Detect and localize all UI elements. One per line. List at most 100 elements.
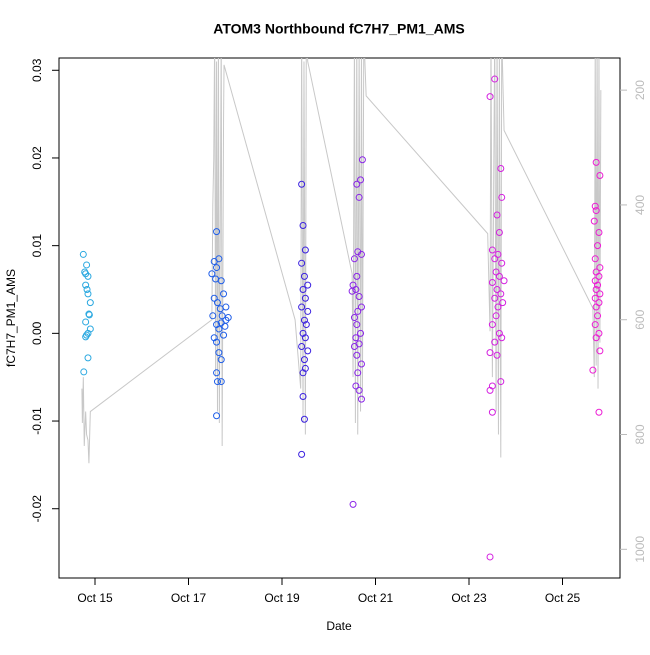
point: [494, 303, 502, 311]
point: [591, 321, 599, 329]
point: [83, 331, 91, 339]
point: [491, 75, 499, 83]
point: [358, 156, 366, 164]
point: [353, 180, 361, 188]
point: [357, 303, 365, 311]
point: [497, 290, 505, 298]
point: [213, 378, 221, 386]
point: [595, 329, 603, 337]
point: [355, 386, 363, 394]
point: [590, 217, 598, 225]
point: [81, 268, 89, 276]
point: [357, 395, 365, 403]
point: [491, 338, 499, 346]
point: [595, 408, 603, 416]
point: [301, 246, 309, 254]
point: [301, 334, 309, 342]
point: [217, 319, 225, 327]
point: [213, 264, 221, 272]
point: [591, 294, 599, 302]
point: [301, 364, 309, 372]
point: [492, 268, 500, 276]
point: [298, 180, 306, 188]
point: [353, 351, 361, 359]
point: [589, 366, 597, 374]
y2-tick-label: 600: [633, 309, 647, 329]
point: [492, 312, 500, 320]
point: [213, 369, 221, 377]
point: [213, 228, 221, 236]
point: [298, 259, 306, 267]
point: [591, 202, 599, 210]
point: [300, 272, 308, 280]
point: [596, 264, 604, 272]
y2-tick-label: 400: [633, 195, 647, 215]
point: [486, 386, 494, 394]
chart-title: ATOM3 Northbound fC7H7_PM1_AMS: [213, 21, 465, 37]
point: [217, 277, 225, 285]
point: [349, 500, 357, 508]
point: [350, 342, 358, 350]
point: [486, 553, 494, 561]
point: [591, 255, 599, 263]
point: [352, 334, 360, 342]
point: [498, 259, 506, 267]
point: [83, 261, 91, 269]
point: [79, 250, 87, 258]
point: [301, 294, 309, 302]
point: [222, 303, 230, 311]
point: [218, 312, 226, 320]
point: [210, 257, 218, 265]
point: [350, 255, 358, 263]
point: [84, 329, 92, 337]
point: [299, 392, 307, 400]
x-tick-label: Oct 17: [171, 591, 207, 605]
point: [82, 318, 90, 326]
point: [221, 322, 229, 330]
point: [302, 321, 310, 329]
point: [486, 93, 494, 101]
y2-tick-label: 800: [633, 424, 647, 444]
point: [348, 287, 356, 295]
point: [85, 311, 93, 319]
point: [213, 299, 221, 307]
point: [300, 316, 308, 324]
point: [300, 415, 308, 423]
point: [592, 334, 600, 342]
y-tick-label: -0.02: [30, 495, 44, 523]
x-axis-label: Date: [326, 619, 352, 633]
x-tick-label: Oct 23: [451, 591, 487, 605]
point: [495, 272, 503, 280]
point: [220, 290, 228, 298]
point: [352, 382, 360, 390]
point: [217, 356, 225, 364]
line: [81, 58, 602, 464]
point: [355, 293, 363, 301]
point: [596, 347, 604, 355]
point: [354, 369, 362, 377]
point: [213, 338, 221, 346]
point: [352, 286, 360, 294]
y-tick-label: -0.01: [30, 407, 44, 435]
y-axis-label: fC7H7_PM1_AMS: [4, 269, 18, 367]
point: [354, 307, 362, 315]
point: [213, 412, 221, 420]
point: [498, 193, 506, 201]
point: [499, 299, 507, 307]
point: [217, 378, 225, 386]
x-tick-label: Oct 15: [77, 591, 113, 605]
y-tick-label: 0.01: [30, 234, 44, 258]
point: [486, 349, 494, 357]
point: [300, 356, 308, 364]
point: [592, 207, 600, 215]
point: [500, 277, 508, 285]
point: [353, 321, 361, 329]
point: [299, 221, 307, 229]
x-tick-label: Oct 19: [264, 591, 300, 605]
point: [488, 408, 496, 416]
point: [208, 270, 216, 278]
point: [298, 303, 306, 311]
point: [491, 255, 499, 263]
point: [596, 290, 604, 298]
point: [304, 307, 312, 315]
